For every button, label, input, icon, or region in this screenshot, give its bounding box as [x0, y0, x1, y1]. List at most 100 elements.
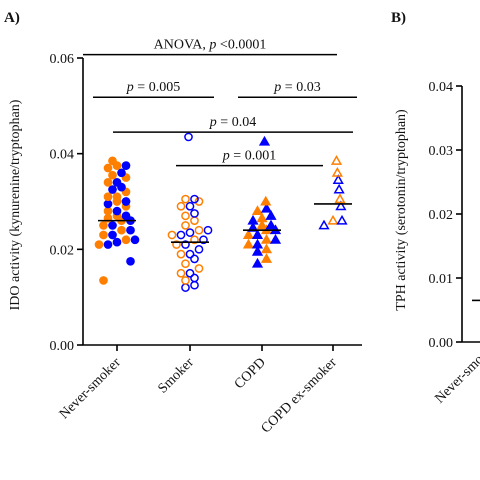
significance-label: p = 0.001	[222, 149, 276, 164]
data-point	[190, 235, 199, 245]
x-tick-label-a: Never-smoker	[57, 355, 124, 422]
data-point	[199, 235, 208, 245]
significance-label: p = 0.03	[273, 80, 320, 95]
significance-label: ANOVA, p <0.0001	[154, 38, 267, 53]
data-point	[247, 221, 259, 232]
data-point	[247, 214, 259, 225]
y-axis-title-a: IDO activity (kynurenine/tryptophan)	[8, 99, 23, 310]
data-point	[251, 205, 264, 216]
data-point	[185, 249, 195, 259]
data-point	[103, 192, 113, 202]
data-point	[260, 233, 273, 244]
y-tick-label-b: 0.03	[429, 144, 454, 159]
y-tick-label-b: 0.01	[429, 272, 454, 287]
data-point	[112, 237, 122, 247]
data-point	[121, 161, 131, 170]
data-point	[184, 132, 193, 142]
data-point	[330, 155, 343, 165]
data-point	[185, 268, 195, 278]
data-point	[318, 219, 330, 230]
data-point	[331, 166, 343, 177]
x-tick-label-a: COPD ex-smoker	[259, 355, 341, 437]
data-point	[251, 238, 264, 249]
data-point	[112, 206, 122, 216]
data-point	[99, 230, 108, 240]
data-point	[203, 225, 213, 235]
data-point	[181, 221, 190, 230]
data-point	[181, 211, 190, 221]
data-point	[108, 221, 117, 230]
data-point	[194, 244, 204, 254]
data-point	[185, 201, 195, 211]
data-point	[181, 194, 190, 204]
data-point	[265, 219, 277, 230]
data-point	[194, 197, 204, 206]
data-point	[176, 201, 186, 211]
data-point	[103, 240, 113, 249]
x-axis-b: Never-smo	[432, 352, 480, 406]
data-point	[108, 185, 117, 194]
data-point	[194, 225, 204, 235]
data-point	[121, 211, 131, 221]
data-point	[190, 209, 199, 218]
data-point	[112, 178, 122, 187]
data-point	[117, 168, 126, 178]
data-point	[251, 257, 264, 268]
data-point	[242, 238, 255, 249]
data-point	[256, 219, 268, 230]
data-point	[130, 235, 140, 245]
data-points-a	[94, 132, 348, 292]
significance-annotations-a: ANOVA, p <0.0001 p = 0.005 p = 0.03 p = 0.0…	[83, 38, 357, 167]
significance-label: p = 0.005	[126, 80, 180, 95]
significance-label: p = 0.04	[209, 115, 256, 130]
data-point	[172, 240, 181, 249]
data-point	[176, 230, 186, 240]
y-axis-title-b: TPH activity (serotonin/tryptophan)	[394, 109, 409, 311]
data-point	[108, 230, 117, 240]
data-point	[251, 245, 264, 256]
data-point	[336, 214, 348, 225]
x-tick-label-b: Never-smo	[432, 352, 480, 406]
data-point	[335, 200, 347, 211]
mean-lines-a	[98, 203, 352, 243]
panel-label-a: A)	[4, 10, 20, 26]
y-tick-label-b: 0.04	[429, 80, 454, 95]
y-tick-label-a: 0.02	[50, 243, 75, 258]
data-point	[94, 240, 104, 249]
data-point	[121, 235, 131, 245]
panel-label-b: B)	[391, 10, 406, 26]
data-point	[126, 256, 135, 266]
x-tick-label-a: Smoker	[155, 355, 197, 397]
data-point	[332, 174, 344, 184]
data-point	[185, 228, 195, 237]
data-point	[108, 170, 117, 180]
y-tick-label-a: 0.00	[50, 339, 75, 354]
data-point	[327, 214, 339, 225]
data-point	[260, 202, 273, 213]
data-point	[126, 225, 135, 235]
data-point	[258, 135, 271, 146]
y-tick-label-b: 0.00	[429, 336, 454, 351]
data-point	[190, 280, 199, 290]
data-point	[167, 230, 177, 240]
data-point	[103, 199, 113, 209]
data-point	[334, 193, 346, 204]
data-point	[181, 283, 190, 292]
data-point	[112, 192, 122, 202]
data-point	[121, 197, 131, 206]
data-point	[99, 221, 108, 230]
data-point	[194, 264, 204, 273]
data-point	[181, 240, 190, 249]
data-point	[265, 210, 277, 220]
y-axis-b: 0.00 0.01 0.02 0.03 0.04	[429, 80, 480, 351]
data-point	[99, 276, 108, 285]
data-point	[117, 225, 126, 235]
data-point	[260, 243, 273, 254]
data-point	[256, 212, 268, 223]
data-point	[181, 259, 190, 269]
data-point	[269, 233, 282, 244]
data-point	[190, 254, 199, 264]
data-point	[190, 216, 199, 225]
